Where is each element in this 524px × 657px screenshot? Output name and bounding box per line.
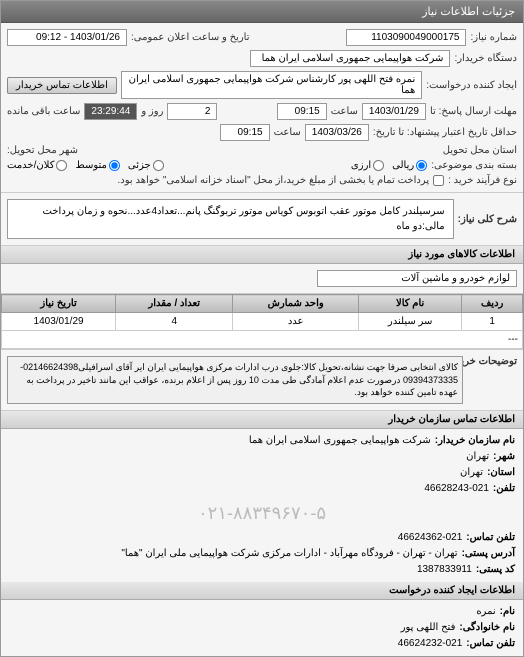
th-date: تاریخ نیاز xyxy=(2,295,116,313)
process-label: نوع فرآیند خرید : xyxy=(448,175,517,186)
table-row: 1 سر سیلندر عدد 4 1403/01/29 xyxy=(2,313,523,331)
process-text: پرداخت تمام یا بخشی از مبلغ خرید،از محل … xyxy=(118,175,430,186)
buyer-org-label: دستگاه خریدار: xyxy=(454,53,517,64)
request-no: 1103090049000175 xyxy=(346,29,466,46)
requester: نمره فتح اللهی پور کارشناس شرکت هواپیمای… xyxy=(121,71,422,99)
credit-date: 1403/03/26 xyxy=(305,124,369,141)
request-no-label: شماره نیاز: xyxy=(470,32,517,43)
contact-phone2-label: تلفن تماس: xyxy=(466,530,515,546)
public-date: 1403/01/26 - 09:12 xyxy=(7,29,127,46)
deadline-label: مهلت ارسال پاسخ: تا xyxy=(430,106,517,117)
table-row: --- xyxy=(2,331,523,349)
table-header-row: ردیف نام کالا واحد شمارش تعداد / مقدار ت… xyxy=(2,295,523,313)
cell-date: 1403/01/29 xyxy=(2,313,116,331)
city-label: شهر محل تحویل: xyxy=(7,145,78,156)
need-title-label: شرح کلی نیاز: xyxy=(458,214,517,225)
remain-label: ساعت باقی مانده xyxy=(7,106,80,117)
deadline-date: 1403/01/29 xyxy=(362,103,426,120)
th-row: ردیف xyxy=(462,295,523,313)
contact-org-label: نام سازمان خریدار: xyxy=(435,433,515,449)
radio-small[interactable]: جزئی xyxy=(128,160,164,171)
buyer-desc-label: توضیحات خریدار: xyxy=(467,356,517,367)
requester-section-title: اطلاعات ایجاد کننده درخواست xyxy=(1,582,523,600)
req-phone: 46624232-021 xyxy=(398,636,463,652)
goods-table: ردیف نام کالا واحد شمارش تعداد / مقدار ت… xyxy=(1,294,523,349)
radio-rial[interactable]: ریالی xyxy=(392,160,427,171)
cell-rownum: 1 xyxy=(462,313,523,331)
contact-section: نام سازمان خریدار:شرکت هواپیمایی جمهوری … xyxy=(1,429,523,582)
radio-medium[interactable]: متوسط xyxy=(75,160,119,171)
contact-postcode: 1387833911 xyxy=(417,562,472,578)
days-remain: 2 xyxy=(167,103,217,120)
contact-province: تهران xyxy=(460,465,483,481)
contact-postcode-label: کد پستی: xyxy=(476,562,515,578)
contact-org: شرکت هواپیمایی جمهوری اسلامی ایران هما xyxy=(249,433,431,449)
contact-postal: تهران - تهران - فرودگاه مهرآباد - ادارات… xyxy=(121,546,457,562)
requester-label: ایجاد کننده درخواست: xyxy=(426,80,517,91)
goods-section-title: اطلاعات کالاهای مورد نیاز xyxy=(1,246,523,264)
public-date-label: تاریخ و ساعت اعلان عمومی: xyxy=(131,32,250,43)
process-checkbox[interactable] xyxy=(433,175,444,186)
buyer-desc-text: کالای انتخابی صرفا جهت نشانه،تحویل کالا:… xyxy=(7,356,463,404)
big-phone: ۰۲۱-۸۸۳۴۹۶۷۰-۵ xyxy=(9,497,515,530)
province-label: استان محل تحویل xyxy=(443,145,517,156)
contact-phone1-label: تلفن: xyxy=(493,481,515,497)
deadline-time-label: ساعت xyxy=(331,106,358,117)
contact-phone2: 46624362-021 xyxy=(398,530,463,546)
package-label: بسته بندی موضوعی: xyxy=(431,160,517,171)
radio-foreign[interactable]: ارزی xyxy=(351,160,384,171)
deadline-time: 09:15 xyxy=(277,103,327,120)
th-name: نام کالا xyxy=(359,295,462,313)
need-title: سرسیلندر کامل موتور عقب اتوبوس کویاس موت… xyxy=(7,199,454,239)
th-qty: تعداد / مقدار xyxy=(116,295,233,313)
req-family: فتح اللهی پور xyxy=(401,620,456,636)
credit-time: 09:15 xyxy=(220,124,270,141)
contact-phone1: 46628243-021 xyxy=(424,481,489,497)
size-radio-group: جزئی متوسط کلان/خدمت xyxy=(7,160,164,171)
goods-category: لوازم خودرو و ماشین آلات xyxy=(317,270,517,287)
currency-radio-group: ریالی ارزی xyxy=(351,160,427,171)
req-phone-label: تلفن تماس: xyxy=(466,636,515,652)
header-title: جزئیات اطلاعات نیاز xyxy=(422,6,515,18)
cell-extra: --- xyxy=(2,331,523,349)
cell-qty: 4 xyxy=(116,313,233,331)
radio-cash[interactable]: کلان/خدمت xyxy=(7,160,67,171)
time-remain: 23:29:44 xyxy=(84,103,137,120)
contact-province-label: استان: xyxy=(487,465,515,481)
requester-section: نام: نمره نام خانوادگی:فتح اللهی پور تلفن… xyxy=(1,600,523,656)
th-unit: واحد شمارش xyxy=(233,295,359,313)
contact-city-label: شهر: xyxy=(493,449,515,465)
req-name-label: نام: xyxy=(500,604,515,620)
req-family-label: نام خانوادگی: xyxy=(459,620,515,636)
cell-name: سر سیلندر xyxy=(359,313,462,331)
contact-city: تهران xyxy=(466,449,489,465)
contact-postal-label: آدرس پستی: xyxy=(462,546,515,562)
buyer-org: شرکت هواپیمایی جمهوری اسلامی ایران هما xyxy=(250,50,450,67)
page-header: جزئیات اطلاعات نیاز xyxy=(1,1,523,23)
cell-unit: عدد xyxy=(233,313,359,331)
req-name: نمره xyxy=(476,604,495,620)
credit-time-label: ساعت xyxy=(274,127,301,138)
contact-section-title: اطلاعات تماس سازمان خریدار xyxy=(1,411,523,429)
credit-date-label: حداقل تاریخ اعتبار پیشنهاد: تا تاریخ: xyxy=(373,127,517,138)
contact-buyer-button[interactable]: اطلاعات تماس خریدار xyxy=(7,77,117,94)
days-label: روز و xyxy=(141,106,163,117)
